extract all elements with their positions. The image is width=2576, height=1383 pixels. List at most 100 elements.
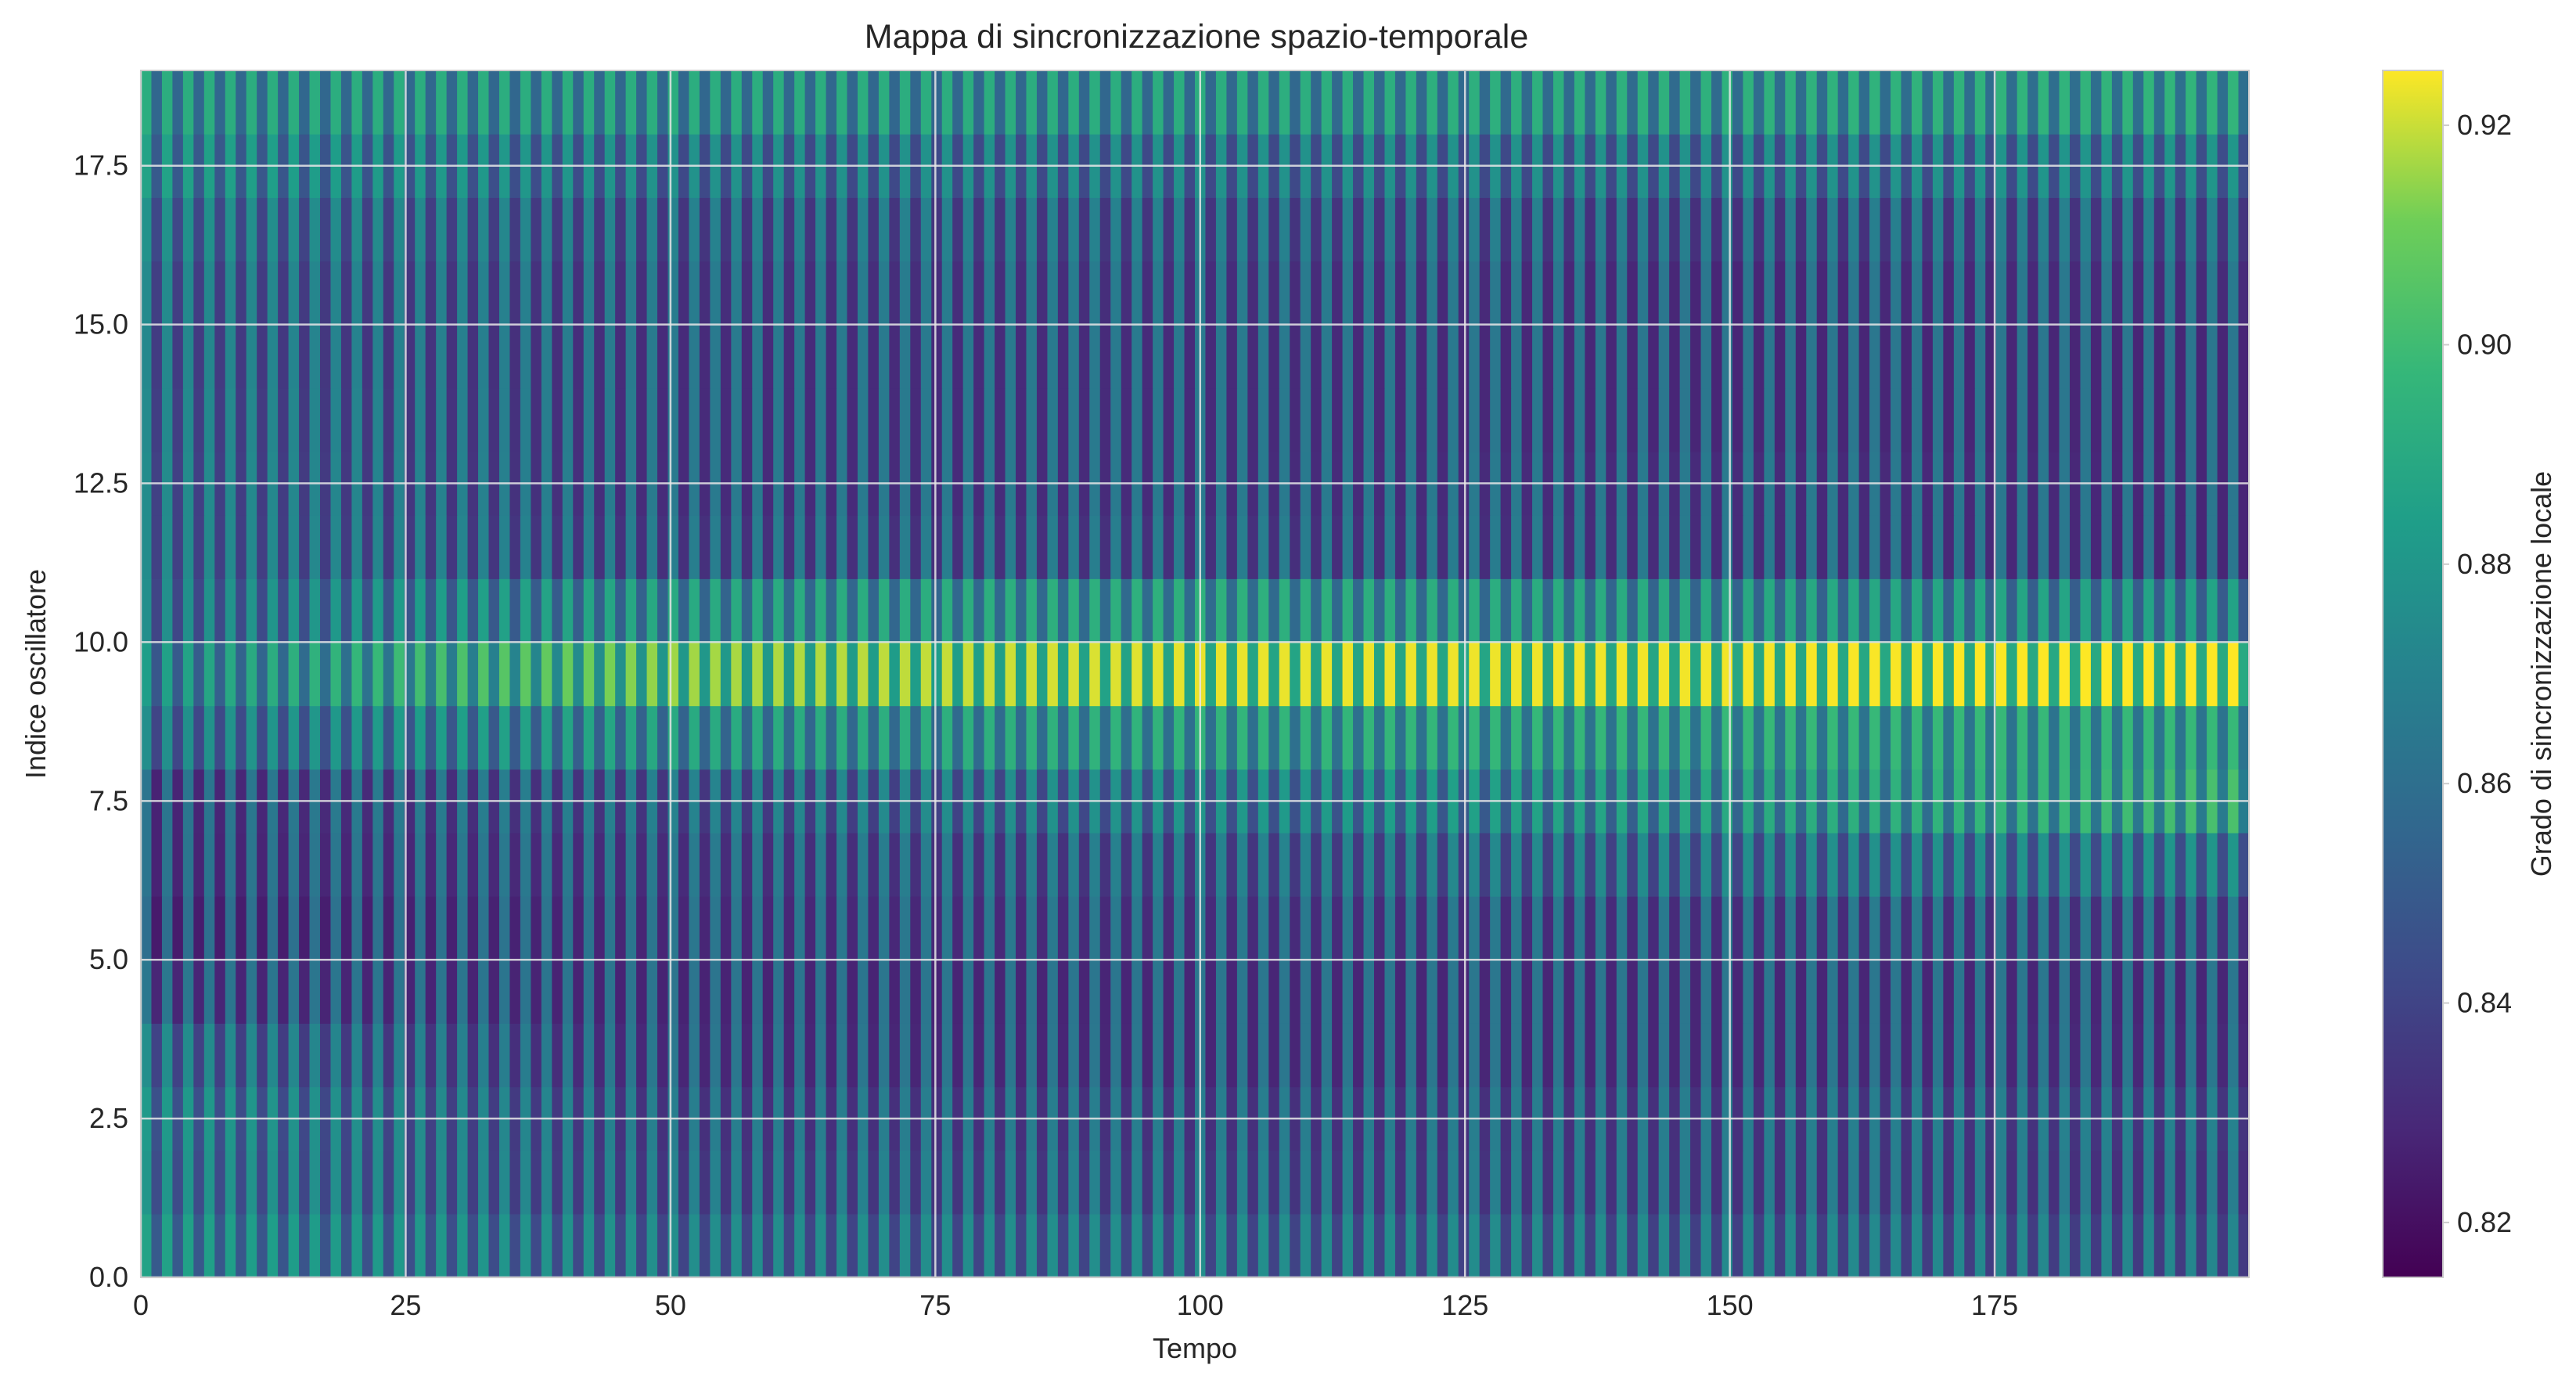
heatmap-cell	[1458, 261, 1470, 326]
heatmap-cell	[319, 515, 332, 579]
heatmap-cell	[394, 1213, 405, 1278]
heatmap-cell	[1732, 70, 1744, 135]
heatmap-cell	[1542, 896, 1554, 960]
heatmap-cell	[941, 70, 953, 135]
heatmap-cell	[193, 261, 205, 326]
heatmap-cell	[1806, 261, 1818, 326]
heatmap-cell	[214, 197, 226, 262]
heatmap-cell	[1637, 387, 1649, 452]
heatmap-cell	[552, 324, 563, 389]
heatmap-cell	[541, 960, 552, 1024]
heatmap-cell	[2090, 832, 2103, 897]
heatmap-cell	[1500, 70, 1512, 135]
heatmap-cell	[309, 960, 321, 1024]
heatmap-cell	[2080, 1213, 2092, 1278]
heatmap-cell	[1806, 515, 1818, 579]
heatmap-cell	[995, 261, 1006, 326]
heatmap-cell	[278, 832, 290, 897]
heatmap-cell	[1153, 515, 1164, 579]
heatmap-cell	[351, 1213, 363, 1278]
heatmap-cell	[995, 578, 1006, 643]
heatmap-cell	[941, 896, 953, 960]
heatmap-cell	[1542, 515, 1554, 579]
heatmap-cell	[1131, 387, 1143, 452]
heatmap-cell	[141, 832, 153, 897]
heatmap-cell	[161, 324, 174, 389]
heatmap-cell	[1711, 705, 1723, 770]
heatmap-cell	[815, 578, 827, 643]
heatmap-cell	[804, 896, 816, 960]
heatmap-cell	[583, 1150, 595, 1215]
heatmap-cell	[1785, 642, 1797, 707]
heatmap-cell	[1732, 578, 1744, 643]
heatmap-cell	[952, 578, 964, 643]
heatmap-cell	[804, 705, 816, 770]
heatmap-cell	[973, 197, 985, 262]
heatmap-cell	[899, 896, 911, 960]
heatmap-cell	[1795, 960, 1807, 1024]
heatmap-cell	[2049, 896, 2060, 960]
heatmap-cell	[762, 832, 774, 897]
heatmap-cell	[2101, 324, 2113, 389]
heatmap-cell	[636, 832, 648, 897]
heatmap-cell	[1394, 387, 1406, 452]
heatmap-cell	[1026, 578, 1038, 643]
heatmap-cell	[1943, 1150, 1955, 1215]
heatmap-cell	[1774, 197, 1786, 262]
heatmap-cell	[1616, 832, 1628, 897]
heatmap-cell	[1332, 960, 1344, 1024]
heatmap-cell	[1690, 387, 1702, 452]
heatmap-cell	[1089, 896, 1101, 960]
heatmap-cell	[1236, 1023, 1248, 1088]
heatmap-cell	[236, 515, 247, 579]
heatmap-cell	[1131, 261, 1143, 326]
heatmap-cell	[2111, 70, 2123, 135]
heatmap-cell	[847, 387, 858, 452]
heatmap-cell	[1964, 324, 1976, 389]
heatmap-cell	[1121, 197, 1132, 262]
heatmap-cell	[362, 705, 373, 770]
heatmap-cell	[2038, 896, 2049, 960]
heatmap-cell	[1563, 70, 1575, 135]
heatmap-cell	[1342, 960, 1354, 1024]
heatmap-cell	[1416, 705, 1427, 770]
heatmap-cell	[1416, 832, 1427, 897]
heatmap-cell	[1521, 1150, 1533, 1215]
heatmap-cell	[1416, 578, 1427, 643]
heatmap-cell	[436, 960, 448, 1024]
heatmap-cell	[1174, 70, 1185, 135]
heatmap-cell	[889, 1213, 901, 1278]
heatmap-cell	[467, 387, 479, 452]
heatmap-cell	[2164, 960, 2176, 1024]
heatmap-cell	[299, 197, 311, 262]
heatmap-cell	[699, 261, 711, 326]
heatmap-cell	[1279, 515, 1290, 579]
heatmap-cell	[1563, 324, 1575, 389]
heatmap-cell	[383, 70, 394, 135]
heatmap-cell	[2228, 832, 2240, 897]
heatmap-cell	[1869, 960, 1881, 1024]
heatmap-cell	[1563, 896, 1575, 960]
heatmap-cell	[1932, 197, 1944, 262]
heatmap-cell	[1837, 70, 1849, 135]
heatmap-cell	[520, 515, 531, 579]
heatmap-cell	[1637, 578, 1649, 643]
heatmap-cell	[2017, 705, 2028, 770]
heatmap-cell	[710, 1213, 721, 1278]
heatmap-cell	[1563, 1023, 1575, 1088]
heatmap-cell	[1648, 324, 1660, 389]
heatmap-cell	[1490, 642, 1502, 707]
heatmap-cell	[394, 705, 405, 770]
heatmap-cell	[1405, 1213, 1417, 1278]
heatmap-cell	[962, 387, 974, 452]
heatmap-cell	[1690, 261, 1702, 326]
heatmap-cell	[446, 197, 458, 262]
heatmap-cell	[1416, 960, 1427, 1024]
heatmap-cell	[931, 960, 943, 1024]
heatmap-cell	[1268, 705, 1280, 770]
heatmap-cell	[2175, 832, 2186, 897]
heatmap-cell	[794, 896, 806, 960]
heatmap-cell	[2153, 387, 2165, 452]
heatmap-cell	[1057, 515, 1069, 579]
heatmap-cell	[762, 1023, 774, 1088]
